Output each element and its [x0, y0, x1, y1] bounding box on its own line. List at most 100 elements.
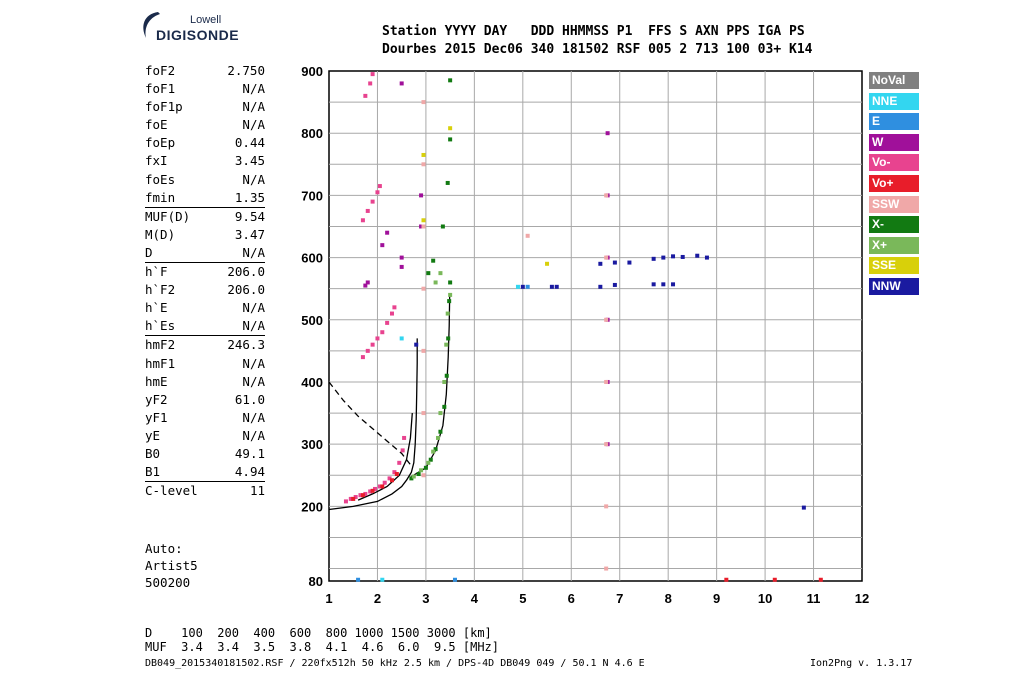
point-ssw — [604, 317, 609, 322]
x-tick-label: 9 — [713, 591, 720, 606]
param-name: yF2 — [145, 391, 168, 407]
param-separator — [145, 262, 265, 264]
y-tick-label: 300 — [301, 437, 323, 452]
plot-frame — [328, 70, 863, 582]
y-tick-label: 80 — [309, 574, 323, 589]
point-x- — [436, 435, 441, 440]
point-w — [380, 243, 385, 248]
param-row: foEs N/A — [145, 171, 265, 189]
param-row: hmF1 N/A — [145, 355, 265, 373]
point-ssw — [604, 193, 609, 198]
param-value: 11 — [249, 483, 265, 499]
param-name: foF1 — [145, 81, 176, 97]
point-ssw — [421, 100, 426, 105]
param-row: yF2 61.0 — [145, 391, 265, 409]
param-name: hmE — [145, 373, 168, 389]
point-vo- — [380, 330, 385, 335]
point-ssw — [421, 224, 426, 229]
param-separator — [145, 206, 265, 208]
header-line-2: Dourbes 2015 Dec06 340 181502 RSF 005 2 … — [382, 42, 813, 57]
point-vo- — [382, 480, 387, 485]
point-nnw — [801, 505, 806, 510]
point-vo- — [363, 491, 368, 496]
point-vo- — [365, 348, 370, 353]
x-tick-label: 3 — [422, 591, 429, 606]
param-name: yE — [145, 427, 161, 443]
param-value: N/A — [242, 318, 265, 334]
point-vo- — [353, 495, 358, 500]
point-vo- — [368, 489, 373, 494]
y-tick-label: 600 — [301, 251, 323, 266]
point-ssw — [421, 162, 426, 167]
point-vo- — [370, 72, 375, 77]
param-name: B1 — [145, 464, 161, 480]
point-sse — [421, 218, 426, 223]
param-value: N/A — [242, 99, 265, 115]
param-value: 9.54 — [234, 208, 265, 224]
logo-swoosh-icon — [143, 12, 160, 38]
point-vo- — [772, 577, 777, 582]
param-value: N/A — [242, 409, 265, 425]
point-ssw — [604, 504, 609, 509]
point-nnw — [612, 260, 617, 265]
param-row: MUF(D) 9.54 — [145, 208, 265, 226]
point-vo- — [370, 342, 375, 347]
point-x- — [446, 336, 451, 341]
curve-x-fit — [411, 294, 451, 478]
point-w — [419, 224, 424, 229]
param-separator — [145, 335, 265, 337]
point-sse — [448, 126, 453, 131]
point-x- — [416, 472, 421, 477]
point-x- — [448, 280, 453, 285]
param-row: fmin 1.35 — [145, 189, 265, 207]
x-tick-label: 1 — [325, 591, 332, 606]
point-vo- — [380, 484, 385, 489]
point-nnw — [598, 261, 603, 266]
legend-item: NNE — [869, 92, 919, 110]
grid — [329, 71, 862, 581]
point-vo- — [818, 577, 823, 582]
y-tick-label: 800 — [301, 126, 323, 141]
point-nnw — [549, 284, 554, 289]
param-separator — [145, 481, 265, 483]
curves — [328, 294, 451, 511]
legend-item: NoVal — [869, 72, 919, 89]
legend-item: E — [869, 113, 919, 131]
point-ssw — [421, 473, 426, 478]
point-vo- — [387, 476, 392, 481]
param-value: 206.0 — [227, 282, 265, 298]
point-x- — [428, 457, 433, 462]
digisonde-logo: Lowell DIGISONDE — [138, 8, 248, 48]
param-row: foEp 0.44 — [145, 134, 265, 152]
curve-muf — [328, 381, 412, 467]
x-tick-label: 10 — [758, 591, 772, 606]
point-x- — [426, 460, 431, 465]
point-sse — [421, 152, 426, 157]
param-row: foF1p N/A — [145, 98, 265, 116]
point-nne — [380, 577, 385, 582]
point-ssw — [604, 442, 609, 447]
param-row: yE N/A — [145, 427, 265, 445]
legend-item: NNW — [869, 277, 919, 295]
point-x- — [431, 258, 436, 263]
point-vo- — [373, 486, 378, 491]
parameter-panel: foF2 2.750 foF1 N/A foF1p N/A foE N/A foEp 0.44 fx… — [145, 62, 265, 500]
point-nnw — [704, 255, 709, 260]
point-vo- — [397, 460, 402, 465]
param-name: fmin — [145, 189, 176, 205]
param-row: h`F2 206.0 — [145, 281, 265, 299]
point-ssw — [604, 379, 609, 384]
point-e — [525, 284, 530, 289]
point-vo- — [394, 472, 399, 477]
param-name: M(D) — [145, 226, 176, 242]
point-w — [419, 193, 424, 198]
point-x- — [444, 373, 449, 378]
legend-item: X- — [869, 216, 919, 234]
point-vo- — [348, 496, 353, 501]
param-row: hmF2 246.3 — [145, 336, 265, 354]
param-name: foE — [145, 117, 168, 133]
point-vo- — [358, 493, 363, 498]
param-name: h`Es — [145, 318, 176, 334]
x-tick-label: 2 — [374, 591, 381, 606]
point-vo- — [365, 208, 370, 213]
